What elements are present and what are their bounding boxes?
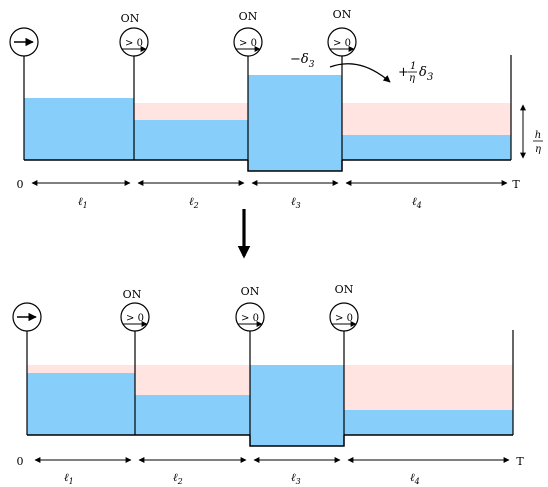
bottom-water-seg1	[27, 373, 135, 435]
bottom-water-seg3	[250, 365, 344, 446]
h-over-eta-label: h η	[533, 130, 543, 155]
on-label: ON	[239, 10, 258, 23]
segment-label-4: ℓ4	[412, 195, 422, 210]
switch-gt-label: > 0	[126, 313, 144, 324]
svg-text:3: 3	[427, 72, 433, 83]
axis-end-label: T	[512, 178, 520, 191]
segment-label-3: ℓ3	[291, 195, 301, 210]
top-water-seg4	[342, 135, 511, 160]
svg-text:η: η	[535, 144, 541, 155]
plus-frac-delta-label: + 1 η δ 3	[398, 61, 433, 84]
greater-than-zero-circle-icon: > 0	[233, 27, 263, 57]
svg-text:1: 1	[410, 61, 416, 72]
segment-label-1: ℓ1	[78, 195, 88, 210]
segment-label-1: ℓ1	[64, 471, 74, 486]
minus-delta-label: −δ3	[290, 52, 315, 70]
bottom-water-seg2	[135, 395, 250, 435]
svg-text:+: +	[398, 65, 409, 80]
right-arrow-circle-icon	[9, 27, 39, 57]
right-arrow-circle-icon	[12, 302, 42, 332]
axis-end-label: T	[516, 455, 524, 468]
greater-than-zero-circle-icon: > 0	[329, 302, 359, 332]
segment-label-3: ℓ3	[291, 471, 301, 486]
greater-than-zero-circle-icon: > 0	[119, 27, 149, 57]
svg-text:h: h	[535, 130, 541, 141]
svg-text:δ: δ	[419, 65, 427, 80]
switch-gt-label: > 0	[239, 38, 257, 49]
switch-gt-label: > 0	[333, 38, 351, 49]
on-label: ON	[335, 283, 354, 296]
top-water-seg2	[134, 120, 248, 160]
greater-than-zero-circle-icon: > 0	[120, 302, 150, 332]
top-water-seg3	[248, 75, 342, 171]
top-panel: > 0 > 0 > 0 ON ON ON −δ3 + 1 η δ 3	[9, 8, 543, 210]
greater-than-zero-circle-icon: > 0	[327, 27, 357, 57]
segment-label-2: ℓ2	[189, 195, 199, 210]
on-label: ON	[241, 285, 260, 298]
segment-label-4: ℓ4	[410, 471, 420, 486]
switch-gt-label: > 0	[125, 38, 143, 49]
axis-start-label: 0	[17, 455, 24, 468]
svg-text:η: η	[409, 73, 415, 84]
on-label: ON	[121, 12, 140, 25]
switch-gt-label: > 0	[241, 313, 259, 324]
bottom-water-seg4	[344, 410, 513, 435]
top-water-seg1	[24, 98, 134, 160]
greater-than-zero-circle-icon: > 0	[235, 302, 265, 332]
on-label: ON	[123, 288, 142, 301]
transfer-arrow	[329, 63, 391, 83]
segment-label-2: ℓ2	[173, 471, 183, 486]
on-label: ON	[333, 8, 352, 21]
bottom-panel: > 0 > 0 > 0 ON ON ON 0 T ℓ1 ℓ2 ℓ3 ℓ4	[12, 283, 524, 486]
switch-gt-label: > 0	[335, 313, 353, 324]
axis-start-label: 0	[17, 178, 24, 191]
